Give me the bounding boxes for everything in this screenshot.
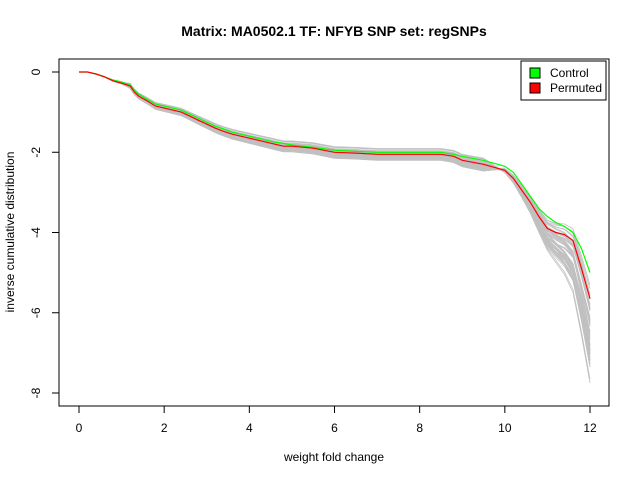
x-tick-label: 4: [246, 421, 253, 435]
chart-title: Matrix: MA0502.1 TF: NFYB SNP set: regSN…: [181, 23, 487, 39]
y-tick-label: -4: [29, 227, 43, 238]
permutation-curve: [79, 71, 591, 333]
series-lines: [79, 71, 591, 299]
y-tick-label: -2: [29, 147, 43, 158]
legend-label-permuted: Permuted: [550, 81, 602, 95]
permutation-curve: [79, 71, 591, 324]
series-line-permuted: [79, 71, 591, 299]
y-tick-label: 0: [29, 68, 43, 75]
x-tick-label: 12: [583, 421, 597, 435]
legend-swatch-control: [529, 67, 541, 79]
x-tick-label: 2: [161, 421, 168, 435]
y-tick-label: -8: [29, 387, 43, 398]
y-axis-label: inverse cumulative distribution: [3, 152, 17, 313]
y-tick-label: -6: [29, 307, 43, 318]
x-axis: 0 2 4 6 8 10 12: [76, 405, 597, 435]
legend-label-control: Control: [550, 66, 589, 80]
x-tick-label: 8: [416, 421, 423, 435]
series-line-control: [79, 71, 591, 273]
y-axis: 0 -2 -4 -6 -8: [29, 68, 60, 398]
legend: Control Permuted: [520, 60, 607, 101]
x-tick-label: 0: [76, 421, 83, 435]
x-tick-label: 10: [498, 421, 512, 435]
x-axis-label: weight fold change: [283, 450, 384, 464]
x-tick-label: 6: [331, 421, 338, 435]
legend-swatch-permuted: [529, 82, 541, 94]
